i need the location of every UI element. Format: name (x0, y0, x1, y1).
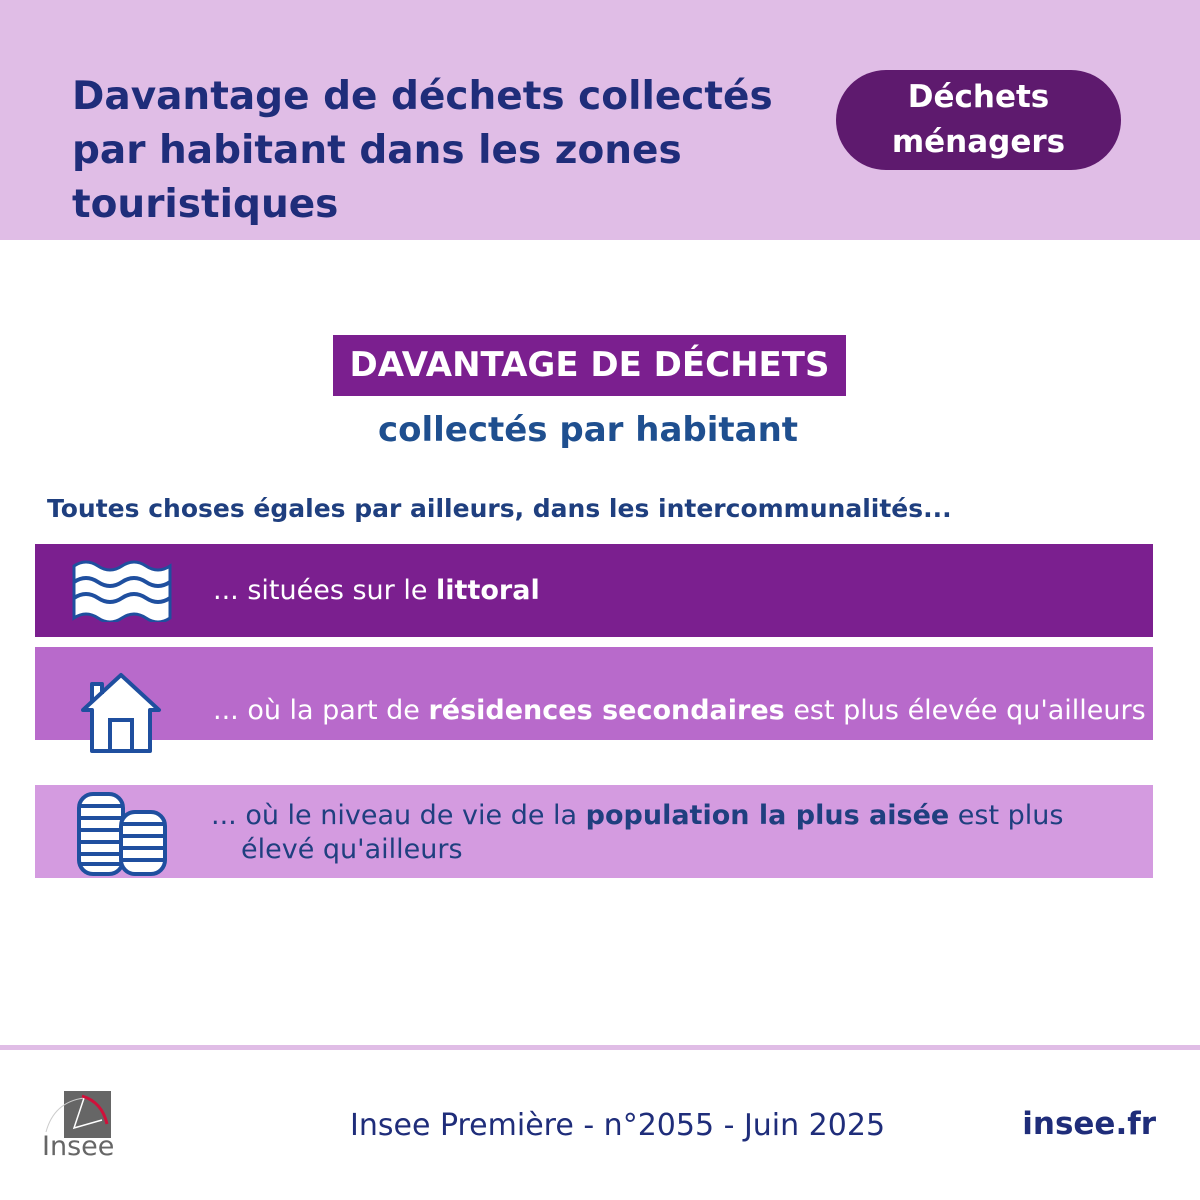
row-text-end: est plus élevé qu'ailleurs (241, 800, 1064, 865)
row-text: ... où le niveau de vie de la (211, 800, 586, 831)
footer-divider (0, 1045, 1200, 1050)
publication-reference: Insee Première - n°2055 - Juin 2025 (350, 1108, 886, 1143)
insee-logo-icon (45, 1091, 111, 1138)
site-link[interactable]: insee.fr (1022, 1106, 1156, 1142)
house-icon (81, 673, 161, 753)
topic-badge: Déchets ménagers (836, 70, 1121, 170)
row-text-bold: littoral (436, 575, 540, 606)
banner-subtitle: collectés par habitant (377, 410, 799, 450)
header: Davantage de déchets collectés par habit… (0, 0, 1200, 240)
row-niveau-vie: ... où le niveau de vie de la population… (35, 785, 1153, 878)
coins-icon (77, 792, 167, 876)
row-text: ... situées sur le (213, 575, 437, 606)
row-text-end: est plus élevée qu'ailleurs (784, 695, 1146, 726)
lead-text: Toutes choses égales par ailleurs, dans … (47, 494, 952, 523)
row-text-bold: résidences secondaires (428, 695, 785, 726)
row-text-bold: population la plus aisée (585, 800, 950, 831)
row-residences: ... où la part de résidences secondaires… (35, 647, 1153, 740)
banner-title: DAVANTAGE DE DÉCHETS (333, 335, 846, 396)
row-text: ... où la part de (213, 695, 429, 726)
waves-icon (72, 560, 172, 622)
row-littoral: ... situées sur le littoral (35, 544, 1153, 637)
insee-logo-text: Insee (42, 1131, 115, 1162)
page-title: Davantage de déchets collectés par habit… (72, 74, 773, 227)
